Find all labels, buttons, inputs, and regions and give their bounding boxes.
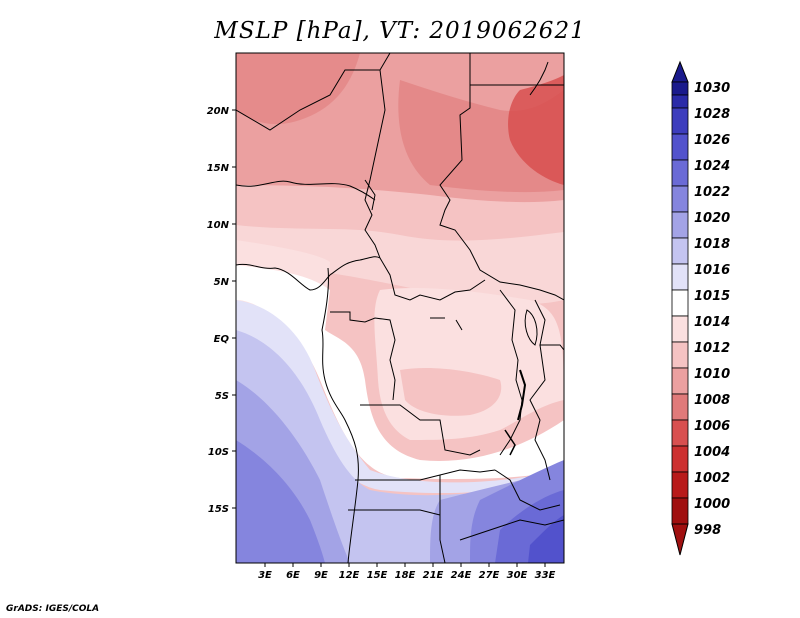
colorbar-swatch	[671, 211, 689, 239]
colorbar: 1030 1028 1026 1024 1022 1020 1018 1016 …	[671, 60, 730, 556]
lon-label: 24E	[451, 570, 472, 581]
lon-label: 33E	[535, 570, 556, 581]
lat-label: 5S	[215, 391, 229, 402]
lon-label: 21E	[423, 570, 444, 581]
lon-axis: 3E 6E 9E 12E 15E 18E 21E 24E 27E 30E 33E	[258, 563, 556, 581]
lon-label: 12E	[339, 570, 360, 581]
colorbar-label: 1012	[694, 341, 730, 356]
colorbar-swatch	[671, 341, 689, 369]
lat-label: 15S	[208, 504, 229, 515]
colorbar-label: 1022	[694, 185, 730, 200]
colorbar-label: 1028	[694, 107, 730, 122]
lon-label: 15E	[367, 570, 388, 581]
colorbar-label: 1026	[694, 133, 730, 148]
lon-label: 3E	[258, 570, 272, 581]
lon-label: 9E	[314, 570, 328, 581]
colorbar-swatch	[671, 471, 689, 499]
pressure-field	[236, 53, 564, 563]
colorbar-label: 1020	[694, 211, 730, 226]
colorbar-swatch	[671, 94, 689, 109]
map-frame	[235, 52, 565, 564]
colorbar-swatch	[671, 419, 689, 447]
colorbar-label: 1016	[694, 263, 730, 278]
colorbar-swatch	[671, 107, 689, 135]
lat-label: 5N	[214, 277, 230, 288]
lat-label: 20N	[207, 106, 230, 117]
colorbar-label: 1014	[694, 315, 730, 330]
colorbar-swatch	[671, 315, 689, 343]
colorbar-swatch	[671, 185, 689, 213]
colorbar-swatch	[671, 497, 689, 525]
colorbar-swatch	[671, 159, 689, 187]
colorbar-label: 1008	[694, 393, 730, 408]
lon-label: 30E	[507, 570, 528, 581]
colorbar-label: 1002	[694, 471, 730, 486]
grads-credit: GrADS: IGES/COLA	[6, 604, 100, 614]
lat-label: 10S	[208, 447, 229, 458]
colorbar-label: 998	[694, 523, 721, 538]
colorbar-label: 1015	[694, 289, 730, 304]
colorbar-label: 1000	[694, 497, 730, 512]
borders	[236, 53, 564, 563]
colorbar-label: 1018	[694, 237, 730, 252]
lat-label: 15N	[207, 163, 230, 174]
colorbar-top-arrow	[671, 60, 689, 83]
lat-label: 10N	[207, 220, 230, 231]
colorbar-swatch	[671, 133, 689, 161]
colorbar-label: 1024	[694, 159, 730, 174]
lat-axis: 20N 15N 10N 5N EQ 5S 10S 15S	[207, 106, 236, 515]
lon-label: 18E	[395, 570, 416, 581]
colorbar-label: 1010	[694, 367, 730, 382]
lon-label: 27E	[479, 570, 500, 581]
colorbar-swatch	[671, 445, 689, 473]
colorbar-bottom-arrow	[671, 523, 689, 556]
colorbar-label: 1030	[694, 81, 730, 96]
lat-label: EQ	[214, 334, 230, 345]
colorbar-label: 1006	[694, 419, 730, 434]
colorbar-swatch	[671, 289, 689, 317]
colorbar-label: 1004	[694, 445, 730, 460]
colorbar-swatch	[671, 367, 689, 395]
map-title: MSLP [hPa], VT: 2019062621	[214, 18, 586, 44]
colorbar-swatch	[671, 263, 689, 291]
colorbar-swatch	[671, 81, 689, 96]
lon-label: 6E	[286, 570, 300, 581]
colorbar-swatch	[671, 237, 689, 265]
colorbar-swatch	[671, 393, 689, 421]
